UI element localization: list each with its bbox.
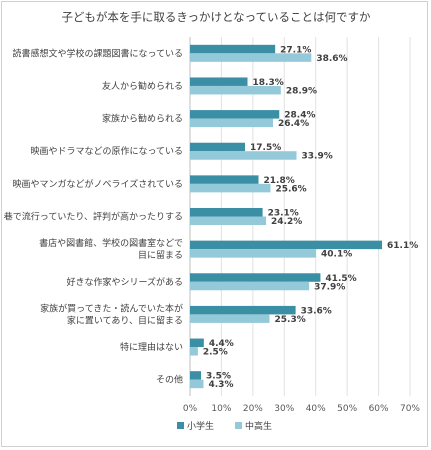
category-label-line: 家族から勧められる: [102, 113, 183, 125]
bar: [190, 85, 281, 95]
bar: [190, 183, 271, 193]
category-label: 特に理由はない: [120, 341, 183, 353]
bar: [190, 142, 245, 152]
bars: 27.1% 38.6% 18.3%28.9% 28.4%26.4% 17.5% 33.9%…: [190, 44, 418, 390]
data-label: 25.3%: [275, 315, 306, 325]
x-tick-label: 70%: [400, 404, 420, 414]
data-label: 28.4%: [284, 111, 315, 121]
x-tick-label: 0%: [183, 404, 198, 414]
data-label: 33.6%: [301, 306, 332, 316]
legend: 小学生 中高生: [177, 420, 272, 432]
data-label: 38.6%: [316, 54, 347, 64]
x-tick-label: 40%: [306, 404, 326, 414]
category-label-line: 書店や図書館、学校の図書室などで: [39, 237, 183, 249]
data-label: 2.5%: [203, 348, 228, 358]
chart-title: 子どもが本を手に取るきっかけとなっていることは何ですか: [61, 10, 371, 24]
category-label: 家族が買ってきた・読んでいた本が家に置いてあり、目に留まる: [40, 302, 183, 326]
legend-entry: 小学生: [187, 420, 214, 432]
bar: [190, 249, 317, 258]
data-label: 41.5%: [325, 274, 356, 284]
data-label: 37.9%: [314, 282, 345, 292]
data-label: 33.9%: [302, 152, 333, 162]
data-label: 3.5%: [206, 372, 231, 382]
bar: [190, 53, 312, 62]
category-label-line: 映画やドラマなどの原作になっている: [30, 145, 183, 157]
data-label: 4.3%: [209, 380, 234, 390]
bar: [190, 273, 321, 282]
bar: [190, 305, 296, 315]
bar: [190, 216, 267, 225]
bar: [190, 379, 204, 389]
data-label: 24.2%: [271, 217, 302, 227]
data-label: 17.5%: [250, 143, 281, 153]
data-label: 26.4%: [278, 119, 309, 129]
category-label-line: 友人から勧められる: [102, 80, 183, 92]
x-tick-labels: 0% 10% 20% 30% 40% 50% 60% 70%: [183, 404, 421, 414]
bar: [190, 338, 204, 348]
bar: [190, 151, 297, 160]
data-label: 28.9%: [286, 86, 317, 96]
bar: [190, 77, 248, 86]
bar: [190, 371, 201, 380]
gridlines: [189, 37, 411, 396]
bar: [190, 347, 198, 356]
data-label: 25.6%: [275, 184, 306, 194]
data-label: 18.3%: [253, 78, 284, 88]
category-label-line: その他: [156, 374, 183, 386]
category-label: その他: [156, 374, 183, 386]
bar: [190, 240, 383, 250]
category-labels: 読書感想文や学校の課題図書になっている友人から勧められる家族から勧められる映画や…: [4, 47, 183, 385]
category-label: 書店や図書館、学校の図書室などで目に留まる: [39, 237, 183, 261]
x-tick-label: 10%: [211, 404, 231, 414]
bar: [190, 110, 280, 119]
category-label: 映画やマンガなどがノベライズされている: [13, 178, 183, 190]
bar: [190, 118, 273, 128]
category-label-line: 目に留まる: [138, 249, 183, 261]
category-label-line: 巷で流行っていたり、評判が高かったりする: [4, 211, 183, 223]
category-label: 読書感想文や学校の課題図書になっている: [12, 47, 183, 59]
data-label: 40.1%: [321, 250, 352, 260]
data-label: 21.8%: [264, 176, 295, 186]
category-label: 好きな作家やシリーズがある: [66, 276, 183, 288]
bar: [190, 44, 276, 54]
category-label-line: 好きな作家やシリーズがある: [66, 276, 183, 288]
x-tick-label: 60%: [369, 404, 389, 414]
category-label: 家族から勧められる: [102, 113, 183, 125]
category-label: 映画やドラマなどの原作になっている: [30, 145, 183, 157]
bar: [190, 314, 270, 323]
data-label: 4.4%: [209, 339, 234, 349]
category-label: 巷で流行っていたり、評判が高かったりする: [4, 211, 183, 223]
category-label-line: 特に理由はない: [120, 341, 183, 353]
category-label-line: 家族が買ってきた・読んでいた本が: [40, 302, 183, 314]
x-tick-label: 30%: [274, 404, 294, 414]
category-label-line: 読書感想文や学校の課題図書になっている: [12, 47, 183, 59]
category-label: 友人から勧められる: [102, 80, 183, 92]
data-label: 27.1%: [280, 45, 311, 55]
legend-swatch: [235, 422, 242, 429]
category-label-line: 家に置いてあり、目に留まる: [67, 314, 183, 326]
bar: [190, 175, 259, 184]
legend-swatch: [177, 422, 184, 429]
bar: [190, 281, 310, 291]
x-tick-label: 20%: [243, 404, 263, 414]
category-label-line: 映画やマンガなどがノベライズされている: [13, 178, 183, 190]
legend-entry: 中高生: [245, 420, 272, 432]
data-label: 23.1%: [268, 209, 299, 219]
x-tick-label: 50%: [337, 404, 357, 414]
data-label: 61.1%: [387, 241, 418, 251]
bar: [190, 208, 263, 217]
